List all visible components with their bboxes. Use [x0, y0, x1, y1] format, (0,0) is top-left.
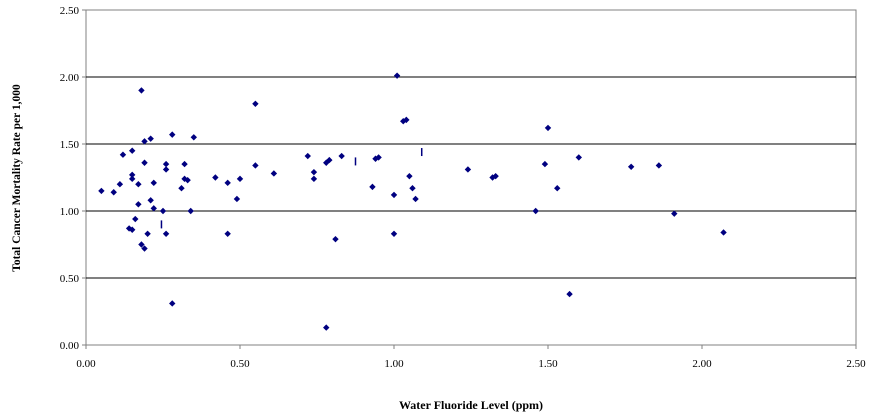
data-point-bar	[420, 148, 423, 157]
data-point	[119, 151, 127, 158]
y-axis-ticks: 0.00 0.50 1.00 1.50 2.00 2.50	[60, 5, 86, 352]
data-point	[332, 235, 339, 243]
data-point	[492, 172, 499, 180]
data-point	[147, 135, 154, 142]
data-point	[369, 183, 376, 191]
data-point	[375, 154, 382, 161]
data-point	[129, 147, 136, 154]
data-point	[323, 324, 330, 331]
data-point	[627, 163, 635, 170]
data-point	[270, 170, 278, 177]
plot-area	[85, 9, 857, 346]
data-point	[110, 189, 117, 196]
data-point	[406, 172, 413, 180]
data-point	[338, 152, 345, 160]
y-tick-label: 2.50	[60, 5, 80, 17]
data-point	[252, 100, 259, 107]
data-point	[403, 116, 410, 124]
data-point	[390, 191, 398, 199]
data-point	[141, 138, 148, 145]
x-axis-title: Water Fluoride Level (ppm)	[399, 398, 543, 412]
data-point	[390, 230, 398, 237]
data-point	[575, 154, 582, 161]
gridlines	[86, 76, 856, 279]
data-point	[541, 160, 549, 168]
data-point	[150, 179, 157, 187]
data-point	[409, 185, 416, 192]
x-tick-label: 2.50	[846, 358, 866, 370]
y-tick-label: 0.00	[60, 340, 80, 352]
data-point	[310, 168, 318, 176]
y-tick-label: 1.50	[60, 139, 80, 151]
x-tick-label: 0.00	[76, 358, 96, 370]
data-point	[187, 207, 194, 215]
data-point	[129, 175, 136, 183]
data-point	[181, 175, 188, 183]
data-point	[162, 230, 170, 237]
data-point	[162, 160, 170, 168]
data-point	[150, 205, 157, 212]
data-point	[162, 166, 170, 173]
data-point	[141, 245, 148, 252]
data-point	[412, 195, 419, 203]
data-point	[304, 152, 311, 160]
data-point	[393, 72, 401, 79]
data-point	[169, 300, 176, 307]
data-point	[566, 290, 573, 298]
data-point	[135, 201, 142, 208]
data-point	[181, 160, 188, 168]
data-point	[720, 229, 727, 236]
data-point	[544, 124, 552, 132]
x-tick-label: 0.50	[230, 358, 250, 370]
data-point	[132, 215, 139, 223]
x-axis-ticks: 0.00 0.50 1.00 1.50 2.00 2.50	[76, 345, 866, 370]
data-point	[224, 179, 231, 187]
data-points	[98, 72, 727, 331]
data-point	[252, 162, 259, 169]
data-point	[138, 87, 145, 94]
data-point	[326, 156, 333, 164]
data-point	[400, 118, 407, 125]
x-tick-label: 1.50	[538, 358, 558, 370]
data-point	[178, 185, 185, 192]
data-point	[310, 175, 318, 183]
data-point	[554, 185, 561, 192]
data-point	[141, 159, 148, 166]
data-point	[532, 207, 539, 215]
data-point	[144, 230, 151, 237]
data-point	[147, 197, 154, 204]
x-tick-label: 2.00	[692, 358, 712, 370]
data-point	[233, 195, 241, 203]
y-axis-title: Total Cancer Mortality Rate per 1,000	[11, 84, 23, 272]
data-point	[159, 207, 167, 215]
data-point	[129, 226, 136, 233]
data-point	[224, 230, 231, 237]
data-point	[489, 174, 496, 181]
data-point	[190, 134, 197, 141]
data-point	[135, 181, 142, 188]
data-point	[184, 176, 191, 184]
data-point	[212, 174, 219, 181]
data-point	[116, 181, 124, 188]
data-point	[138, 241, 145, 248]
data-point	[236, 175, 244, 183]
data-point	[169, 131, 176, 138]
data-point	[655, 162, 663, 169]
data-point	[129, 171, 136, 179]
data-point	[98, 187, 105, 195]
y-tick-label: 2.00	[60, 72, 80, 84]
data-point-bar	[160, 220, 163, 229]
data-point	[464, 166, 472, 173]
data-point-bar	[354, 157, 357, 166]
data-point	[671, 210, 678, 217]
y-tick-label: 1.00	[60, 206, 80, 218]
x-tick-label: 1.00	[384, 358, 404, 370]
y-tick-label: 0.50	[60, 273, 80, 285]
